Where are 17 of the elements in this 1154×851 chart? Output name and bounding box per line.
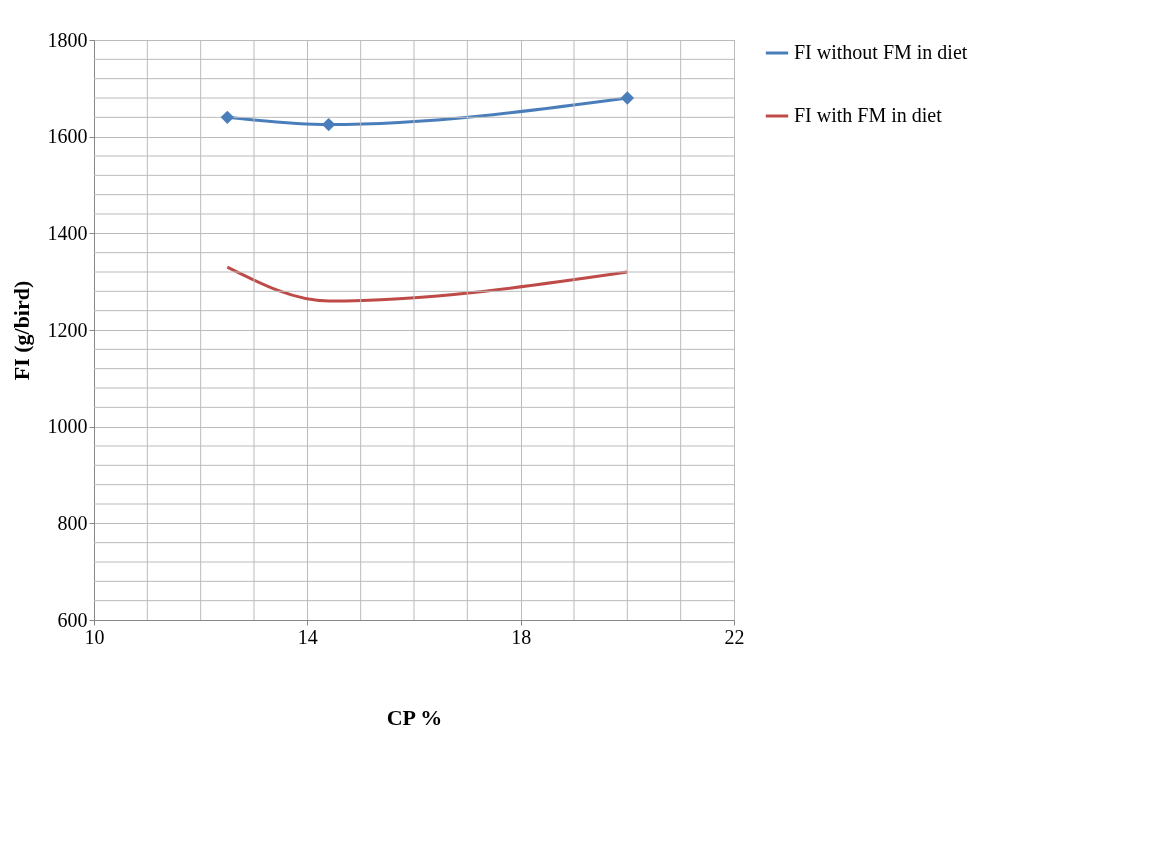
legend-label: FI with FM in diet: [794, 104, 943, 126]
y-tick-label: 1600: [47, 125, 88, 148]
x-tick-label: 14: [297, 625, 318, 648]
point: [220, 110, 235, 125]
x-tick-label: 22: [724, 625, 745, 648]
x-axis-title: CP %: [386, 704, 443, 730]
y-tick-label: 800: [57, 511, 88, 534]
y-tick-label: 1200: [47, 318, 88, 341]
y-tick-label: 600: [57, 608, 88, 631]
y-tick-label: 1400: [47, 221, 88, 244]
point: [321, 117, 336, 132]
y-tick-label: 1800: [47, 28, 88, 51]
point: [620, 91, 635, 105]
y-tick-label: 1000: [47, 415, 88, 438]
x-tick-label: 18: [511, 625, 532, 648]
y-axis-title: FI (g/bird): [8, 280, 34, 381]
legend-label: FI without FM in diet: [794, 41, 968, 63]
